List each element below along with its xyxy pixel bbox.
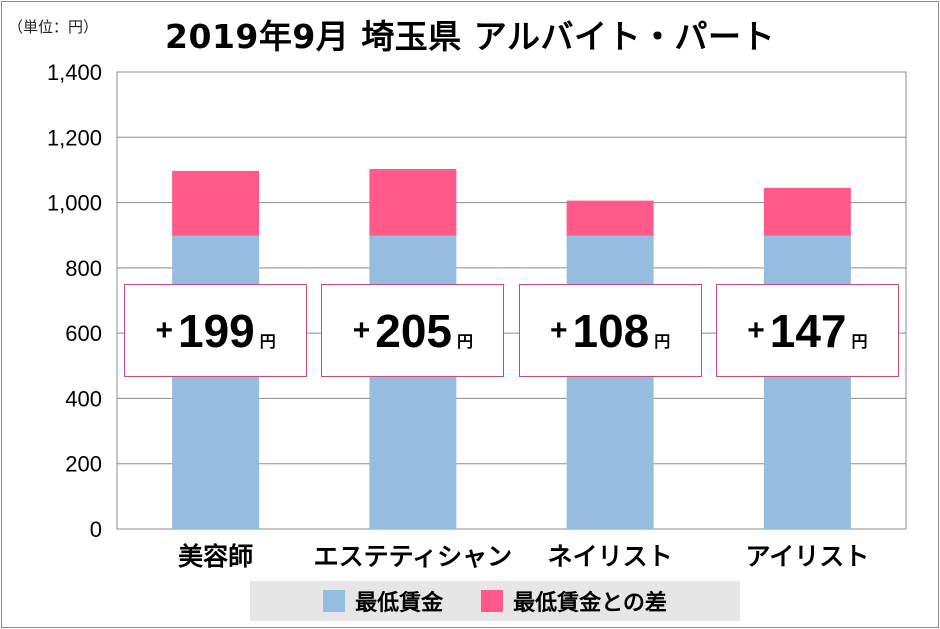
- legend: 最低賃金 最低賃金との差: [250, 581, 740, 621]
- difference-value: 147: [769, 304, 847, 357]
- difference-unit: 円: [851, 333, 868, 351]
- difference-plus-sign: +: [352, 313, 371, 347]
- bar-difference: [172, 170, 260, 236]
- unit-label: （単位：円）: [8, 18, 99, 36]
- legend-item-difference: 最低賃金との差: [481, 585, 667, 617]
- y-axis-ticks: 0 200 400 600 800 1,000 1,200 1,400: [47, 60, 102, 542]
- x-category-label: エステティシャン: [314, 542, 513, 571]
- y-tick-label: 400: [65, 386, 102, 411]
- legend-label-min-wage: 最低賃金: [355, 591, 444, 616]
- chart-title: 2019年9月 埼玉県 アルバイト・パート: [165, 17, 775, 56]
- y-tick-label: 200: [65, 452, 102, 477]
- bar-min-wage: [566, 235, 654, 530]
- difference-unit: 円: [457, 333, 474, 351]
- difference-plus-sign: +: [747, 313, 765, 347]
- difference-value: 205: [375, 304, 452, 357]
- difference-unit: 円: [259, 333, 276, 351]
- x-axis-categories: 美容師 エステティシャン ネイリスト アイリスト: [178, 542, 869, 571]
- legend-item-min-wage: 最低賃金: [323, 585, 443, 617]
- y-tick-label: 0: [90, 517, 102, 542]
- difference-plus-sign: +: [155, 313, 173, 347]
- difference-label: +199 円: [124, 284, 308, 377]
- difference-label: +108 円: [518, 284, 702, 377]
- bar-difference: [566, 200, 654, 236]
- legend-label-difference: 最低賃金との差: [513, 591, 667, 616]
- difference-unit: 円: [654, 333, 671, 351]
- y-tick-label: 1,400: [47, 60, 102, 85]
- x-category-label: アイリスト: [745, 542, 869, 571]
- legend-swatch-difference: [481, 590, 504, 612]
- x-category-label: 美容師: [178, 542, 253, 571]
- difference-value: 199: [178, 304, 255, 357]
- legend-swatch-min-wage: [323, 590, 346, 612]
- bar-min-wage: [172, 235, 260, 530]
- bar-difference: [369, 168, 457, 236]
- bar-min-wage: [763, 235, 851, 530]
- bar-difference: [763, 187, 851, 236]
- difference-label: +147 円: [715, 284, 899, 377]
- difference-value: 108: [572, 304, 650, 357]
- y-tick-label: 800: [65, 256, 102, 281]
- difference-label: +205 円: [321, 284, 505, 377]
- y-tick-label: 1,000: [47, 191, 102, 216]
- bar-min-wage: [369, 235, 457, 530]
- y-tick-label: 600: [65, 321, 102, 346]
- y-tick-label: 1,200: [47, 125, 102, 150]
- difference-plus-sign: +: [549, 313, 568, 347]
- x-category-label: ネイリスト: [548, 542, 673, 571]
